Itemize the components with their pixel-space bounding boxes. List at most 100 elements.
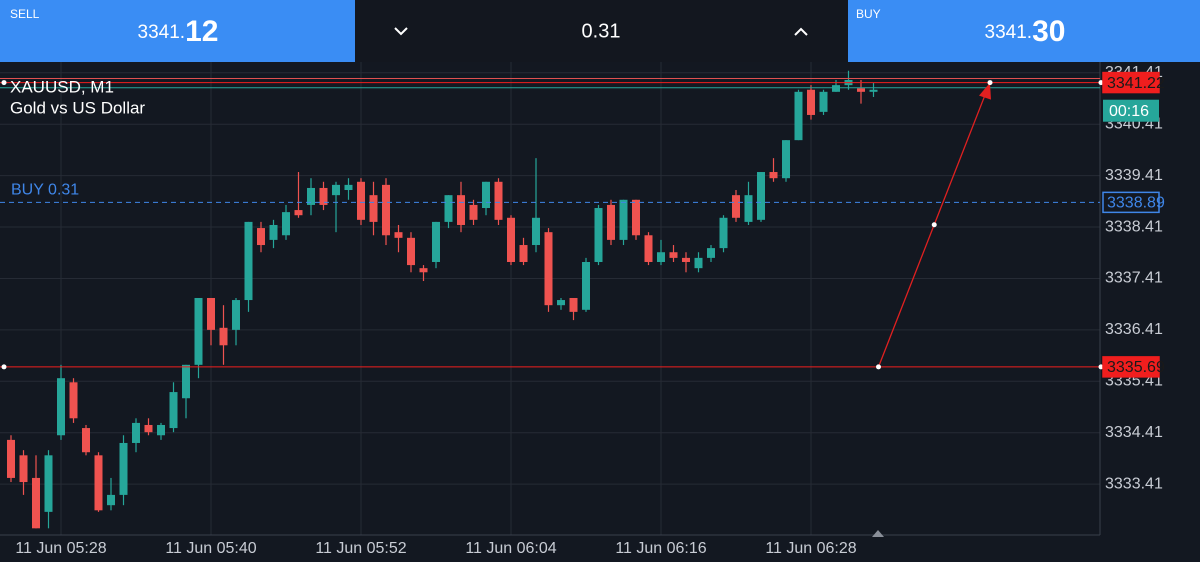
candle-body [319, 187, 328, 205]
candle-body [657, 252, 665, 262]
candle-body [382, 184, 390, 236]
y-tick-label: 3338.41 [1105, 218, 1163, 235]
candle-body [144, 424, 153, 433]
candle-body [69, 382, 78, 419]
candle-body [669, 252, 678, 258]
sell-price: 3341.12 [138, 15, 219, 48]
candle-body [719, 217, 728, 249]
candle-body [157, 424, 165, 436]
candle-body [757, 172, 765, 220]
trend-handle [987, 80, 993, 86]
level-price: 3338.89 [1107, 195, 1165, 212]
sell-button[interactable] [0, 0, 355, 62]
candle-body [344, 184, 353, 191]
candle-body [419, 268, 428, 273]
candle-body [182, 364, 190, 399]
level-price: 3335.69 [1107, 359, 1165, 376]
y-tick-label: 3333.41 [1105, 475, 1163, 492]
candle-body [332, 184, 340, 196]
y-tick-label: 3337.41 [1105, 270, 1163, 287]
trend-arrow [877, 92, 987, 368]
candle-body [282, 212, 290, 236]
scroll-marker[interactable] [872, 530, 884, 537]
candle-body [457, 195, 465, 225]
countdown: 00:16 [1109, 103, 1149, 120]
sell-label: SELL [10, 7, 40, 21]
candle-body [257, 228, 265, 246]
candle-body [819, 91, 828, 112]
buy-label: BUY [856, 7, 881, 21]
axis-labels: 3333.413334.413335.413336.413337.413338.… [15, 64, 1165, 557]
y-tick-label: 3334.41 [1105, 424, 1163, 441]
volume-value[interactable]: 0.31 [582, 20, 621, 42]
buy-price-int: 3341. [985, 22, 1033, 43]
candles [7, 70, 878, 529]
candle-body [394, 232, 403, 238]
sell-price-int: 3341. [138, 22, 186, 43]
candle-body [107, 494, 115, 506]
level-label: BUY 0.31 [11, 182, 79, 199]
sell-price-frac: 12 [185, 15, 218, 48]
candle-body [357, 181, 365, 220]
y-tick-label: 3339.41 [1105, 167, 1163, 184]
candle-body [744, 195, 753, 222]
candle-body [207, 297, 215, 330]
candle-body [519, 245, 528, 262]
candle-body [794, 91, 803, 141]
level-handle [1, 364, 7, 370]
level-price-box [1102, 191, 1160, 214]
candle-body [494, 181, 503, 220]
volume-increase[interactable] [794, 27, 808, 36]
candle-body [632, 199, 640, 236]
candle-body [769, 172, 778, 179]
y-tick-label: 3336.41 [1105, 321, 1163, 338]
level-price-box [1102, 71, 1160, 94]
buy-price-frac: 30 [1032, 15, 1065, 48]
candle-body [7, 439, 15, 478]
buy-price: 3341.30 [985, 15, 1066, 48]
candle-body [644, 235, 653, 262]
candle-body [557, 300, 565, 306]
candle-body [532, 217, 540, 246]
trend-handle [931, 222, 937, 228]
candle-body [369, 195, 378, 222]
candle-body [244, 221, 253, 301]
candle-body [32, 477, 40, 529]
arrow-head [979, 82, 991, 100]
candle-body [44, 455, 53, 512]
candle-body [507, 217, 515, 262]
candle-body [469, 204, 478, 220]
buy-button[interactable] [848, 0, 1200, 62]
symbol-description: Gold vs US Dollar [10, 98, 145, 117]
candle-body [869, 89, 878, 92]
candle-body [807, 89, 815, 115]
candle-body [94, 455, 103, 511]
candle-body [782, 140, 790, 179]
candle-body [544, 232, 553, 306]
candle-body [682, 257, 690, 262]
candle-body [607, 204, 615, 240]
candle-body [594, 208, 603, 262]
candle-body [219, 327, 228, 346]
candle-body [82, 428, 90, 453]
trend-handle [876, 364, 881, 370]
candle-body [169, 392, 178, 429]
candle-body [194, 297, 203, 365]
x-tick-label: 11 Jun 06:16 [615, 540, 706, 557]
countdown-box [1103, 99, 1159, 122]
candle-body [269, 224, 278, 240]
volume-panel [355, 0, 848, 62]
volume-decrease[interactable] [394, 27, 408, 36]
candle-body [619, 199, 628, 240]
candle-body [732, 195, 740, 218]
candle-body [132, 422, 140, 443]
candle-body [119, 442, 128, 495]
candle-body [407, 237, 415, 266]
x-tick-label: 11 Jun 05:28 [15, 540, 106, 557]
x-tick-label: 11 Jun 05:40 [165, 540, 256, 557]
candle-body [832, 85, 840, 92]
candle-body [57, 378, 65, 436]
